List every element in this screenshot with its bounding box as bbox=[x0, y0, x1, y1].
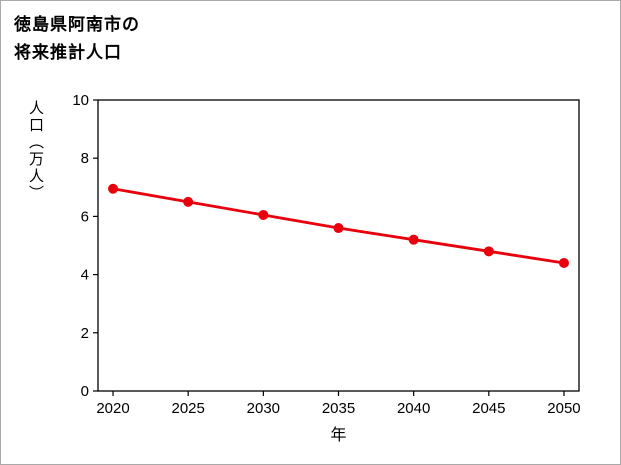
data-point bbox=[558, 257, 569, 268]
chart-title-line1: 徳島県阿南市の bbox=[14, 15, 140, 34]
y-tick-label: 4 bbox=[81, 267, 89, 284]
y-tick-label: 8 bbox=[81, 150, 89, 167]
y-axis-label: 人口（万人） bbox=[27, 100, 44, 202]
data-point bbox=[258, 209, 269, 220]
x-tick-label: 2025 bbox=[172, 400, 205, 417]
y-tick-label: 6 bbox=[81, 208, 89, 225]
chart-title: 徳島県阿南市の 将来推計人口 bbox=[14, 11, 140, 67]
y-tick-label: 2 bbox=[81, 325, 89, 342]
data-point bbox=[183, 196, 194, 207]
x-tick-label: 2020 bbox=[96, 400, 129, 417]
x-tick-label: 2045 bbox=[472, 400, 505, 417]
x-tick-label: 2035 bbox=[322, 400, 355, 417]
plot-border bbox=[97, 99, 580, 392]
data-point bbox=[483, 246, 494, 257]
x-tick-label: 2050 bbox=[547, 400, 580, 417]
x-tick-label: 2030 bbox=[247, 400, 280, 417]
data-point bbox=[408, 234, 419, 245]
x-axis-label: 年 bbox=[330, 427, 347, 444]
y-tick-label: 0 bbox=[81, 383, 89, 400]
x-tick-label: 2040 bbox=[397, 400, 430, 417]
y-tick-label: 10 bbox=[72, 92, 89, 109]
data-point bbox=[108, 183, 119, 194]
chart-title-line2: 将来推計人口 bbox=[14, 43, 122, 62]
data-point bbox=[333, 223, 344, 234]
